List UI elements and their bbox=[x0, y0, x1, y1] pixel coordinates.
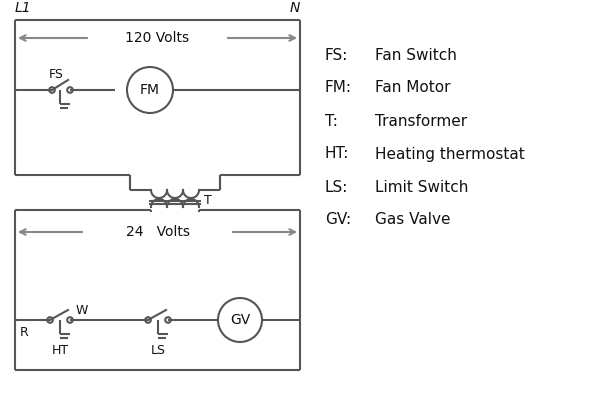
Text: HT:: HT: bbox=[325, 146, 349, 162]
Text: Fan Switch: Fan Switch bbox=[375, 48, 457, 62]
Text: Transformer: Transformer bbox=[375, 114, 467, 128]
Text: FM: FM bbox=[140, 83, 160, 97]
Text: GV: GV bbox=[230, 313, 250, 327]
Text: FS: FS bbox=[49, 68, 64, 82]
Text: T: T bbox=[204, 194, 212, 206]
Text: GV:: GV: bbox=[325, 212, 351, 228]
Text: FM:: FM: bbox=[325, 80, 352, 96]
Text: Gas Valve: Gas Valve bbox=[375, 212, 451, 228]
Text: L1: L1 bbox=[15, 1, 32, 15]
Text: N: N bbox=[290, 1, 300, 15]
Text: R: R bbox=[20, 326, 29, 338]
Text: W: W bbox=[76, 304, 88, 316]
Text: T:: T: bbox=[325, 114, 338, 128]
Text: LS:: LS: bbox=[325, 180, 348, 194]
Text: 24   Volts: 24 Volts bbox=[126, 225, 189, 239]
Text: 120 Volts: 120 Volts bbox=[126, 31, 189, 45]
Text: LS: LS bbox=[150, 344, 166, 356]
Text: Heating thermostat: Heating thermostat bbox=[375, 146, 525, 162]
Text: Limit Switch: Limit Switch bbox=[375, 180, 468, 194]
Text: HT: HT bbox=[51, 344, 68, 356]
Text: FS:: FS: bbox=[325, 48, 348, 62]
Text: Fan Motor: Fan Motor bbox=[375, 80, 451, 96]
